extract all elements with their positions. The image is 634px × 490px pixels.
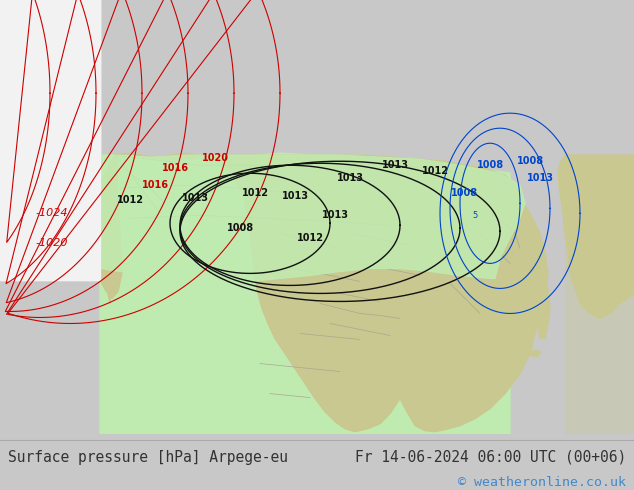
Text: 1012: 1012 xyxy=(242,188,269,198)
Polygon shape xyxy=(100,153,510,434)
Polygon shape xyxy=(115,153,548,432)
Text: © weatheronline.co.uk: © weatheronline.co.uk xyxy=(458,476,626,489)
Text: 1008: 1008 xyxy=(517,156,543,166)
Bar xyxy=(0,0,100,280)
Polygon shape xyxy=(98,155,118,303)
Polygon shape xyxy=(90,155,122,298)
Text: Fr 14-06-2024 06:00 UTC (00+06): Fr 14-06-2024 06:00 UTC (00+06) xyxy=(355,450,626,465)
Ellipse shape xyxy=(530,350,540,357)
Bar xyxy=(565,155,634,434)
Text: -1020: -1020 xyxy=(36,238,68,248)
Text: 1012: 1012 xyxy=(422,166,448,176)
Text: Surface pressure [hPa] Arpege-eu: Surface pressure [hPa] Arpege-eu xyxy=(8,450,288,465)
Bar xyxy=(0,0,100,280)
Text: 1016: 1016 xyxy=(141,180,169,190)
Polygon shape xyxy=(100,155,525,283)
Text: 1012: 1012 xyxy=(297,233,323,244)
Text: 1013: 1013 xyxy=(337,173,363,183)
Text: 1013: 1013 xyxy=(382,160,408,170)
Text: 1013: 1013 xyxy=(281,191,309,201)
Bar xyxy=(565,155,634,233)
Bar xyxy=(0,0,100,153)
Text: 1008: 1008 xyxy=(451,188,479,198)
Text: 1016: 1016 xyxy=(162,163,188,173)
Polygon shape xyxy=(558,155,634,318)
Text: 1012: 1012 xyxy=(117,196,143,205)
Polygon shape xyxy=(535,273,550,339)
Text: -1024: -1024 xyxy=(36,208,68,219)
Text: 1013: 1013 xyxy=(181,193,209,203)
Text: 1008: 1008 xyxy=(226,223,254,233)
Text: 1020: 1020 xyxy=(202,153,228,163)
Text: 1013: 1013 xyxy=(526,173,553,183)
Text: 1008: 1008 xyxy=(476,160,503,170)
Text: 5: 5 xyxy=(472,211,477,220)
Text: 1013: 1013 xyxy=(321,210,349,221)
